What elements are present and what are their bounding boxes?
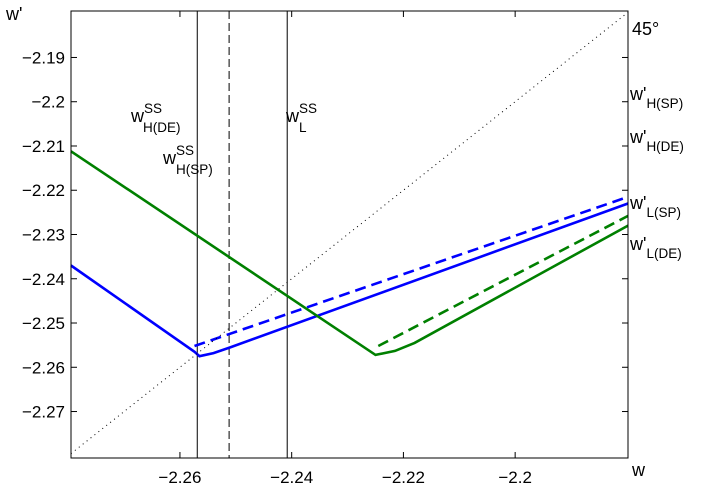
ss-label-l: wSS L: [285, 101, 317, 135]
y-tick-label: −2.24: [22, 270, 65, 289]
label-l-de: w'L(DE): [629, 234, 682, 261]
y-tick-label: −2.26: [22, 358, 65, 377]
label-h-de: w'H(DE): [629, 127, 684, 154]
ss-label-h-sp: wSS H(SP): [162, 143, 213, 177]
plot-lines: [70, 11, 629, 458]
x-tick-label: −2.2: [498, 468, 532, 487]
y-tick-label: −2.22: [22, 181, 65, 200]
y-tick-label: −2.23: [22, 226, 65, 245]
series-h-de: [70, 202, 629, 358]
ss-label-h-de: wSS H(DE): [130, 101, 181, 135]
series-l-sp: [377, 214, 629, 348]
diagonal-label: 45°: [632, 19, 659, 39]
series-l-de: [70, 150, 629, 357]
y-tick-label: −2.27: [22, 403, 65, 422]
y-tick-label: −2.19: [22, 48, 65, 67]
x-tick-label: −2.24: [270, 468, 313, 487]
y-tick-label: −2.2: [31, 93, 65, 112]
label-h-sp: w'H(SP): [629, 84, 683, 111]
label-l-sp: w'L(SP): [629, 193, 681, 220]
y-axis-label: w': [5, 4, 22, 24]
x-axis-label: w: [631, 460, 646, 480]
series-h-sp: [194, 195, 629, 348]
x-tick-label: −2.22: [382, 468, 425, 487]
axis-ticks: −2.19 −2.2 −2.21 −2.22 −2.23 −2.24 −2.25 −2.26 −…: [22, 11, 628, 487]
series-diag: [70, 11, 629, 454]
y-tick-label: −2.25: [22, 314, 65, 333]
x-tick-label: −2.26: [158, 468, 201, 487]
y-tick-label: −2.21: [22, 137, 65, 156]
